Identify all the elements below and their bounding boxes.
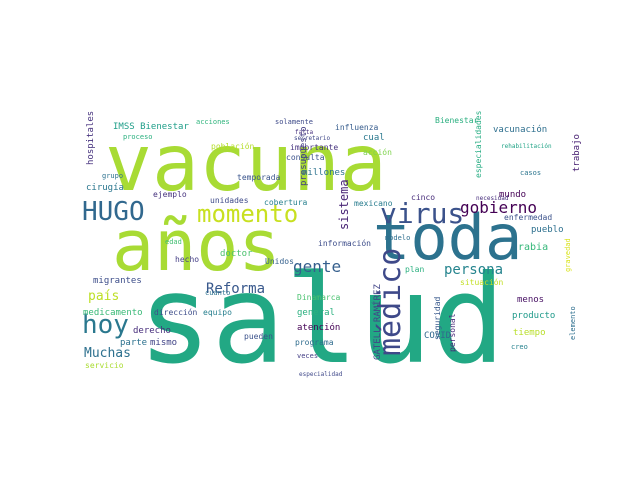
word-reforma: Reforma: [206, 281, 265, 297]
word-derecho: derecho: [133, 326, 171, 336]
word-bienestar: Bienestar: [435, 116, 479, 125]
word-persona: persona: [444, 262, 503, 278]
word-medico: médico: [373, 248, 408, 356]
word-millones: millones: [302, 168, 345, 178]
word-mismo: mismo: [150, 338, 177, 348]
word-atencion: atención: [297, 322, 340, 333]
word-gente: gente: [293, 257, 341, 276]
word-falta: falta: [295, 129, 313, 136]
word-salud: salud: [138, 249, 505, 391]
word-momento: momento: [197, 200, 298, 228]
word-sistema: sistema: [337, 179, 351, 230]
word-gravedad: gravedad: [564, 238, 572, 272]
word-mundo: mundo: [499, 190, 526, 200]
word-ejemplo: ejemplo: [153, 190, 187, 199]
word-temporada: temporada: [237, 173, 281, 182]
word-personal: personal: [448, 313, 457, 352]
word-direccion: dirección: [154, 307, 198, 317]
word-vacunacion: vacunación: [493, 124, 547, 135]
word-hecho: hecho: [175, 255, 199, 264]
word-doctor: doctor: [220, 249, 253, 259]
word-pueblo: pueblo: [531, 225, 564, 235]
word-hospitales: hospitales: [86, 111, 96, 165]
word-informacion: información: [318, 238, 371, 248]
word-general: general: [297, 308, 335, 318]
word-especialidades: especialidades: [474, 110, 483, 178]
word-imss-bienestar: IMSS Bienestar: [113, 122, 189, 132]
word-anos: años: [112, 205, 281, 287]
word-mexicano: mexicano: [354, 199, 393, 208]
word-proceso: proceso: [123, 133, 153, 141]
word-gatell-ramirez: GATELL RAMÍREZ: [371, 284, 383, 360]
word-importante: importante: [290, 143, 338, 152]
word-accion: acción: [363, 147, 392, 157]
word-cirugia: cirugía: [86, 183, 124, 193]
word-virus: virus: [380, 197, 464, 230]
word-casos: casos: [520, 169, 541, 177]
word-cobertura: cobertura: [264, 198, 308, 207]
word-elemento: elemento: [569, 306, 577, 340]
word-pueden: pueden: [244, 332, 273, 341]
word-cual: cual: [363, 133, 385, 143]
word-consulta: consulta: [286, 153, 325, 162]
word-poblacion: población: [211, 141, 255, 151]
word-enfermedad: enfermedad: [504, 213, 552, 222]
word-unidos: Unidos: [265, 257, 294, 266]
word-cinco: cinco: [411, 193, 435, 202]
word-rabia: rabia: [518, 242, 548, 253]
word-acciones: acciones: [196, 118, 230, 126]
word-vacuna: vacuna: [105, 119, 387, 209]
word-medicamento: medicamento: [83, 308, 143, 318]
word-situacion: situación: [460, 277, 504, 287]
word-influenza: influenza: [335, 123, 379, 132]
word-veces: veces: [297, 352, 318, 360]
word-hugo: HUGO: [82, 197, 145, 227]
word-hoy: hoy: [82, 310, 129, 340]
word-edad: edad: [165, 238, 182, 246]
word-equipo: equipo: [203, 308, 232, 317]
word-rehabilitacion: rehabilitación: [501, 143, 552, 150]
word-producto: producto: [512, 311, 555, 321]
word-muchas: Muchas: [84, 346, 131, 361]
word-toda: toda: [373, 201, 522, 274]
word-plan: plan: [405, 265, 424, 274]
word-migrantes: migrantes: [93, 276, 142, 286]
word-seguridad: seguridad: [433, 296, 442, 340]
word-cuanto: cuánto: [205, 289, 230, 297]
word-pais: país: [88, 289, 119, 304]
word-tiempo: tiempo: [513, 328, 546, 338]
word-unidades: unidades: [210, 196, 249, 205]
word-dinamarca: Dinamarca: [297, 293, 341, 302]
word-necesidad: necesidad: [476, 195, 509, 202]
word-especialidad: especialidad: [299, 371, 343, 378]
word-modelo: modelo: [385, 234, 410, 242]
word-solamente: solamente: [275, 118, 313, 126]
word-grupo: grupo: [102, 172, 123, 180]
word-gobierno: gobierno: [460, 198, 537, 217]
word-covid: COVID: [424, 331, 451, 341]
word-trabajo: trabajo: [572, 134, 582, 172]
word-creo: creo: [511, 343, 528, 351]
word-secretario: secretario: [294, 135, 331, 142]
word-presupuesto: presupuesto: [299, 126, 309, 186]
word-programa: programa: [295, 338, 334, 347]
word-menos: menos: [517, 295, 544, 305]
word-parte: parte: [120, 338, 147, 348]
word-servicio: servicio: [85, 361, 124, 370]
